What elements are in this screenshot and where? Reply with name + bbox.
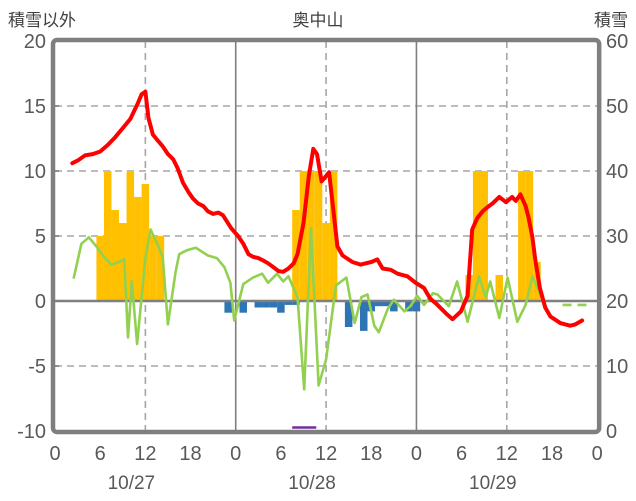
- precipitation-bar: [111, 210, 120, 301]
- y-tick-label-left: 20: [24, 31, 46, 53]
- date-label: 10/28: [288, 473, 336, 494]
- x-tick-label: 18: [541, 443, 563, 465]
- precipitation-bar: [119, 223, 127, 301]
- precipitation-bar: [299, 171, 308, 301]
- chart-title: 奥中山: [292, 11, 344, 30]
- precipitation-bar: [525, 171, 534, 301]
- negative-bar: [224, 301, 232, 313]
- x-tick-label: 0: [592, 443, 603, 465]
- y-tick-label-right: 10: [606, 356, 628, 378]
- negative-bar: [359, 301, 368, 331]
- x-tick-label: 6: [95, 443, 106, 465]
- right-axis-title: 積雪: [594, 11, 628, 30]
- y-tick-label-right: 60: [606, 31, 628, 53]
- temperature-line: [70, 89, 585, 328]
- plot-frame: [50, 37, 602, 435]
- x-tick-label: 18: [360, 443, 382, 465]
- x-tick-label: 0: [230, 443, 241, 465]
- precipitation-bar: [156, 236, 165, 301]
- x-tick-label: 12: [496, 443, 518, 465]
- x-tick-label: 12: [134, 443, 156, 465]
- negative-bar: [254, 301, 263, 308]
- date-label: 10/29: [469, 473, 517, 494]
- negative-bar: [239, 301, 248, 313]
- y-tick-label-right: 20: [606, 291, 628, 313]
- precipitation-bar: [322, 223, 330, 301]
- y-tick-label-left: 0: [35, 291, 46, 313]
- precipitation-bar: [149, 236, 157, 301]
- negative-bar: [269, 301, 278, 308]
- negative-bar: [390, 301, 398, 312]
- y-tick-label-left: 10: [24, 161, 46, 183]
- x-tick-label: 6: [275, 443, 286, 465]
- x-tick-label: 12: [315, 443, 337, 465]
- x-tick-label: 18: [179, 443, 201, 465]
- precipitation-bar: [134, 197, 142, 301]
- y-tick-label-left: 5: [35, 226, 46, 248]
- precipitation-bar: [141, 184, 150, 301]
- negative-bar: [382, 301, 391, 307]
- precipitation-bar: [518, 171, 526, 301]
- date-label: 10/27: [108, 473, 156, 494]
- precipitation-bar: [495, 275, 504, 301]
- negative-bar: [292, 301, 300, 305]
- y-tick-label-right: 50: [606, 96, 628, 118]
- negative-bar: [344, 301, 353, 327]
- left-axis-title: 積雪以外: [8, 11, 76, 30]
- precipitation-bar: [472, 171, 481, 301]
- y-tick-label-right: 40: [606, 161, 628, 183]
- negative-bar: [412, 301, 421, 312]
- precipitation-bar: [126, 171, 135, 301]
- precipitation-bar: [314, 171, 323, 301]
- negative-bar: [375, 301, 383, 307]
- precipitation-bar: [103, 171, 112, 301]
- y-tick-label-left: 15: [24, 96, 46, 118]
- precipitation-bar: [329, 171, 338, 301]
- precipitation-bar: [480, 171, 488, 301]
- y-tick-label-right: 0: [606, 421, 617, 443]
- x-tick-label: 6: [456, 443, 467, 465]
- negative-bar: [262, 301, 270, 308]
- x-tick-label: 0: [411, 443, 422, 465]
- y-tick-label-right: 30: [606, 226, 628, 248]
- precipitation-bar: [96, 236, 104, 301]
- green-line: [72, 226, 548, 391]
- y-tick-label-left: -10: [17, 421, 46, 443]
- y-tick-label-left: -5: [28, 356, 46, 378]
- negative-bar: [277, 301, 285, 313]
- negative-bar: [284, 301, 293, 305]
- x-tick-label: 0: [49, 443, 60, 465]
